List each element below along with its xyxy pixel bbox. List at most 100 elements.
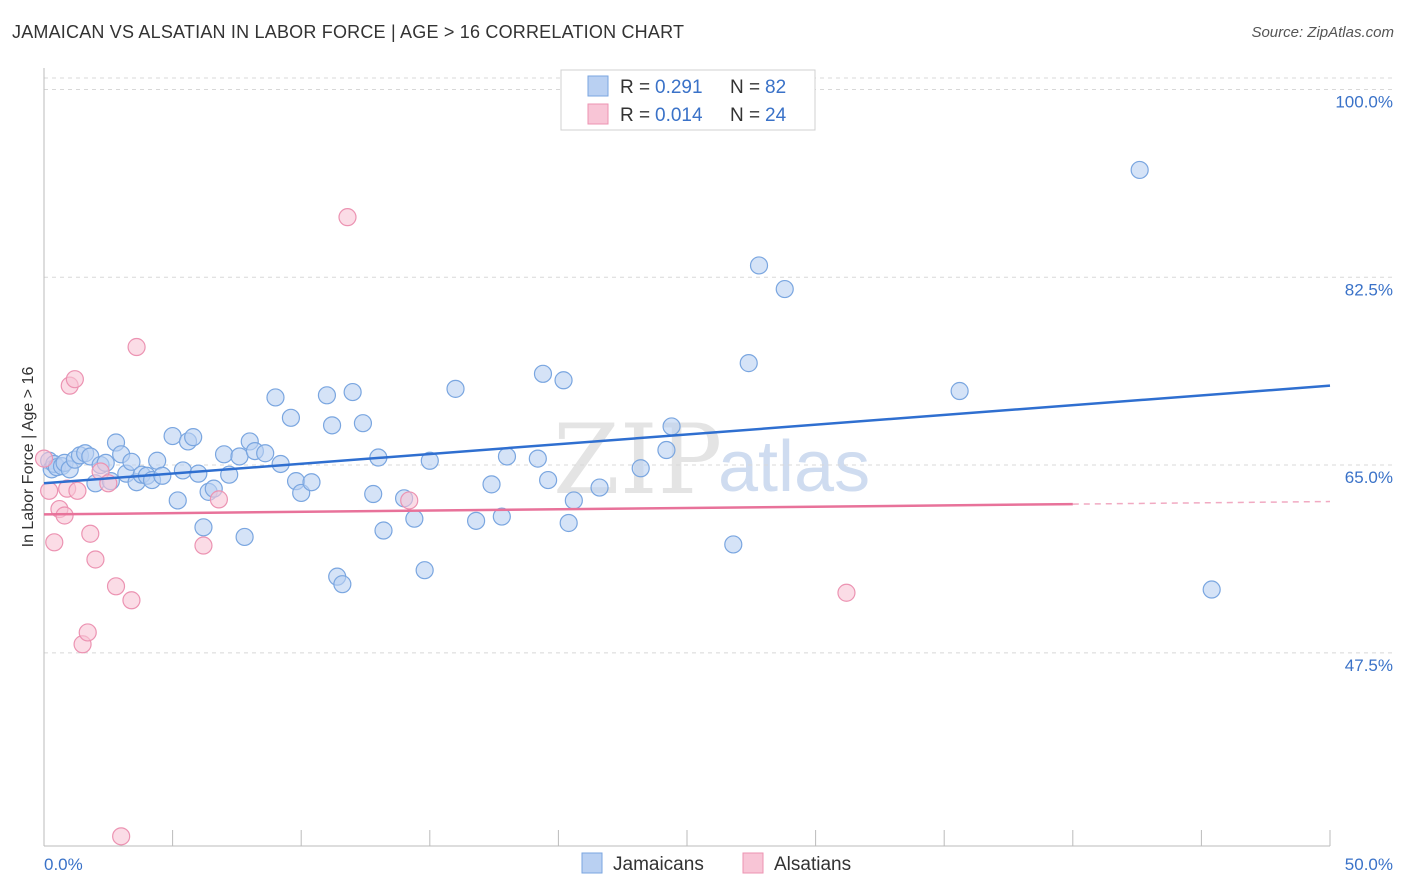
alsatians-trend-line — [43, 502, 1073, 516]
x-tick-label-max: 50.0% — [1345, 855, 1393, 874]
bottom-legend: Jamaicans Alsatians — [581, 852, 851, 875]
jamaicans-point — [322, 416, 342, 435]
jamaicans-point — [554, 371, 573, 390]
y-tick-label: 47.5% — [1345, 656, 1393, 675]
alsatians-point — [112, 827, 131, 846]
trend-lines — [43, 384, 1331, 516]
jamaicans-point — [122, 452, 141, 471]
legend-n-value-jamaicans: 82 — [765, 77, 786, 98]
jamaicans-point — [415, 561, 434, 580]
alsatians-point — [78, 623, 97, 642]
jamaicans-point — [256, 444, 275, 463]
alsatians-point — [68, 481, 87, 500]
jamaicans-point — [194, 518, 213, 537]
jamaicans-point — [533, 364, 553, 383]
y-tick-label: 100.0% — [1335, 92, 1393, 111]
jamaicans-point — [163, 426, 182, 446]
jamaicans-point — [189, 464, 208, 483]
jamaicans-point — [539, 470, 558, 490]
jamaicans-point — [662, 417, 681, 436]
legend-n-label-alsatians: N = — [730, 105, 760, 126]
jamaicans-point — [214, 445, 234, 464]
jamaicans-point — [1202, 580, 1221, 599]
y-tick-label: 82.5% — [1345, 280, 1393, 299]
jamaicans-point — [333, 575, 352, 594]
jamaicans-point — [353, 414, 373, 433]
alsatians-point — [40, 481, 59, 500]
jamaicans-point — [184, 428, 203, 447]
jamaicans-point — [482, 475, 501, 494]
watermark-atlas: atlas — [718, 427, 870, 507]
jamaicans-point — [775, 279, 794, 299]
jamaicans-point — [173, 461, 192, 480]
legend-n-value-alsatians: 24 — [765, 105, 787, 126]
jamaicans-point — [317, 386, 337, 405]
jamaicans-point — [405, 509, 424, 528]
alsatians-point — [106, 577, 126, 596]
legend-n-label-jamaicans: N = — [730, 77, 760, 98]
alsatians-point — [400, 491, 419, 510]
jamaicans-point — [1130, 160, 1149, 180]
x-ticks — [43, 830, 1331, 846]
jamaicans-point — [590, 478, 609, 497]
y-tick-labels: 47.5% 65.0% 82.5% 100.0% — [1335, 92, 1393, 674]
x-tick-label-min: 0.0% — [44, 855, 83, 874]
jamaicans-point — [559, 513, 578, 533]
bottom-legend-label-alsatians: Alsatians — [774, 854, 851, 875]
alsatians-point — [34, 449, 54, 468]
alsatians-point — [86, 550, 105, 569]
legend: R = 0.291 N = 82 R = 0.014 N = 24 — [560, 69, 816, 131]
jamaicans-point — [364, 484, 383, 504]
jamaicans-point — [739, 354, 758, 373]
jamaicans-point — [281, 408, 301, 427]
alsatians-point — [65, 370, 84, 389]
jamaicans-point — [657, 440, 676, 460]
jamaicans-point — [343, 382, 362, 402]
gridlines — [44, 77, 1393, 654]
jamaicans-point — [528, 449, 547, 468]
alsatians-point — [122, 591, 141, 610]
jamaicans-point — [148, 451, 167, 470]
legend-swatch-alsatians — [587, 103, 609, 125]
jamaicans-point — [724, 535, 743, 554]
alsatians-points — [34, 208, 856, 846]
alsatians-point — [81, 524, 100, 543]
source-credit: Source: ZipAtlas.com — [1251, 24, 1394, 41]
legend-r-label-alsatians: R = — [620, 105, 650, 126]
y-tick-label: 65.0% — [1345, 468, 1393, 487]
jamaicans-point — [749, 256, 769, 275]
alsatians-point — [45, 533, 64, 552]
jamaicans-point — [466, 511, 486, 530]
jamaicans-point — [564, 491, 583, 510]
jamaicans-point — [446, 379, 465, 398]
legend-swatch-jamaicans — [587, 75, 609, 97]
jamaicans-trend-line — [43, 384, 1331, 485]
jamaicans-point — [631, 459, 650, 478]
jamaicans-point — [266, 388, 285, 407]
jamaicans-point — [235, 527, 254, 547]
alsatians-point — [194, 536, 213, 555]
bottom-legend-swatch-jamaicans — [581, 852, 603, 874]
y-axis-label: In Labor Force | Age > 16 — [20, 367, 37, 548]
bottom-legend-swatch-alsatians — [742, 852, 764, 874]
jamaicans-point — [420, 451, 439, 470]
alsatians-point — [837, 583, 856, 602]
jamaicans-point — [302, 473, 321, 492]
alsatians-trend-line-extension — [1072, 500, 1331, 505]
jamaicans-point — [374, 521, 393, 540]
legend-r-label-jamaicans: R = — [620, 77, 650, 98]
jamaicans-point — [168, 491, 187, 510]
jamaicans-point — [497, 447, 517, 466]
chart-title: JAMAICAN VS ALSATIAN IN LABOR FORCE | AG… — [12, 22, 685, 42]
alsatians-point — [127, 337, 146, 357]
bottom-legend-label-jamaicans: Jamaicans — [613, 854, 704, 875]
alsatians-point — [209, 490, 228, 509]
jamaicans-point — [950, 381, 969, 401]
legend-r-value-alsatians: 0.014 — [655, 105, 703, 126]
jamaicans-points — [40, 160, 1221, 599]
jamaicans-point — [230, 447, 249, 466]
jamaicans-point — [492, 507, 511, 526]
alsatians-point — [338, 208, 357, 227]
legend-r-value-jamaicans: 0.291 — [655, 77, 703, 98]
